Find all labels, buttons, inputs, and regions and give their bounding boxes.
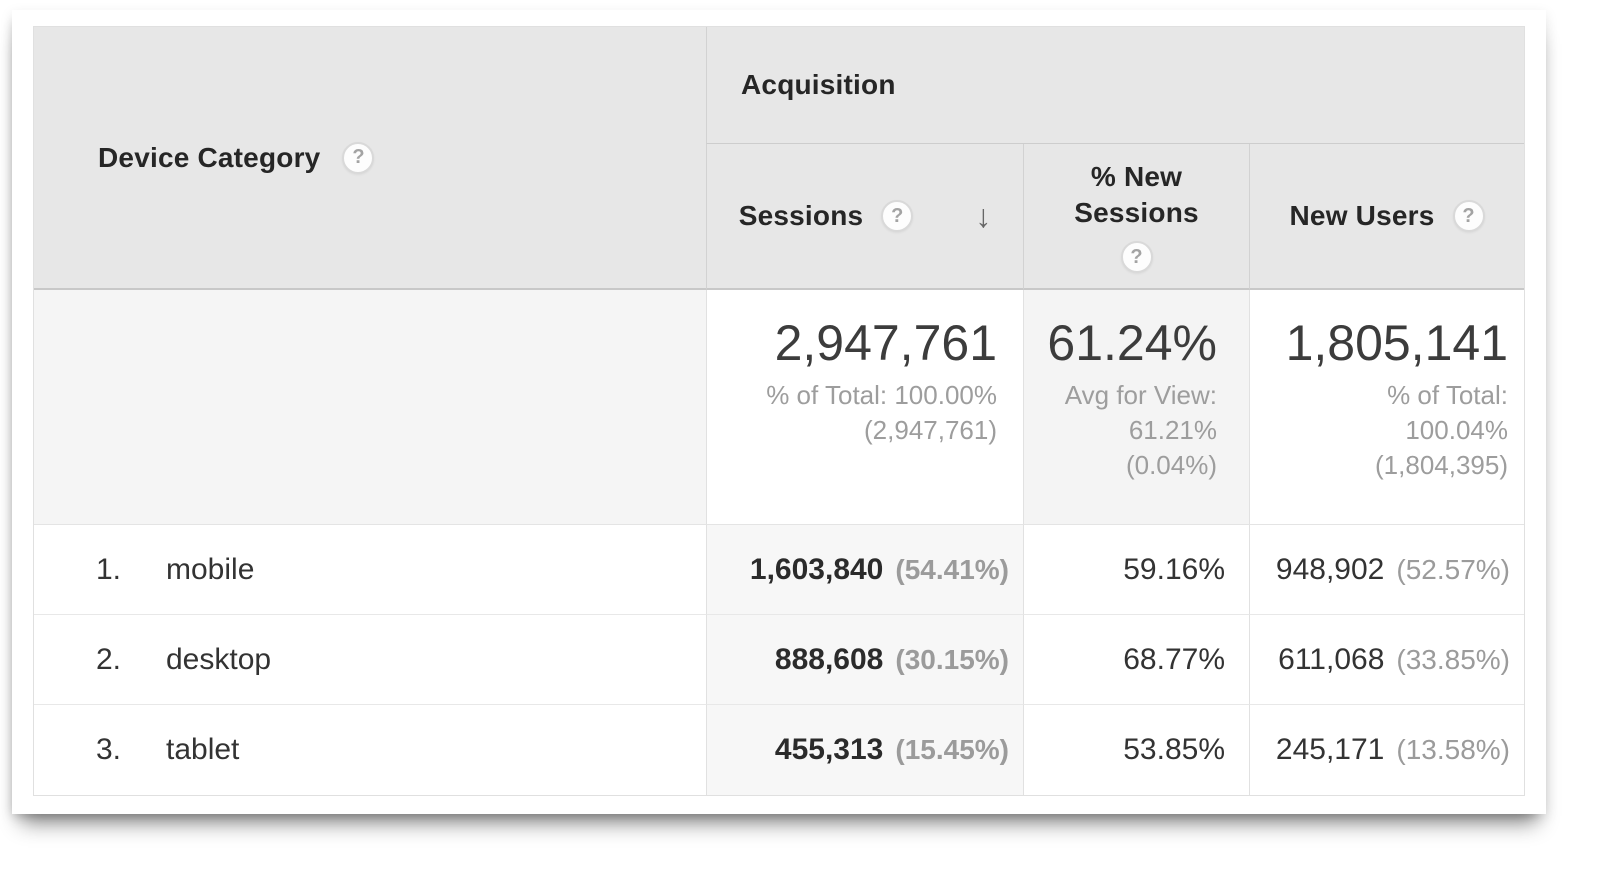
percent-new-sessions-value: 53.85% xyxy=(1123,733,1225,766)
new-users-total-subtext2: 100.04% xyxy=(1405,415,1508,445)
sessions-label: Sessions xyxy=(738,200,864,231)
percent-new-sessions-subtext2: 61.21% xyxy=(1128,415,1217,445)
group-header-acquisition: Acquisition xyxy=(706,27,1524,144)
sessions-total-subtext2: (2,947,761) xyxy=(864,415,997,445)
percent-new-sessions-avg-value: 61.24% xyxy=(1047,315,1217,371)
acquisition-data-table: Device Category ? Acquisition Sessions ?… xyxy=(33,26,1525,796)
new-users-cell: 948,902 (52.57%) xyxy=(1249,525,1524,615)
new-users-value: 948,902 xyxy=(1275,552,1385,586)
column-header-new-users[interactable]: New Users ? xyxy=(1249,144,1524,290)
new-users-label: New Users xyxy=(1289,200,1435,231)
percent-new-sessions-value: 68.77% xyxy=(1123,642,1225,676)
device-category-value: desktop xyxy=(166,642,272,676)
sessions-total-subtext: % of Total: 100.00% xyxy=(766,380,997,410)
sessions-value: 888,608 xyxy=(774,642,884,676)
new-users-percent: (33.85%) xyxy=(1396,643,1510,675)
device-category-value: mobile xyxy=(166,552,255,586)
summary-percent-new-sessions-cell: 61.24% Avg for View: 61.21% (0.04%) xyxy=(1023,290,1249,525)
sessions-percent: (54.41%) xyxy=(895,553,1009,585)
help-icon[interactable]: ? xyxy=(342,141,375,174)
sessions-cell: 1,603,840 (54.41%) xyxy=(706,525,1023,615)
column-header-device-category[interactable]: Device Category ? xyxy=(34,27,706,290)
sessions-total-value: 2,947,761 xyxy=(774,315,997,371)
new-users-total-value: 1,805,141 xyxy=(1285,315,1508,371)
percent-new-sessions-label-line2: Sessions xyxy=(1074,197,1199,228)
new-users-percent: (13.58%) xyxy=(1396,734,1510,765)
device-category-value: tablet xyxy=(166,733,240,766)
new-users-total-subtext3: (1,804,395) xyxy=(1375,450,1508,480)
sessions-percent: (30.15%) xyxy=(895,643,1009,675)
acquisition-label: Acquisition xyxy=(741,69,896,100)
sessions-cell: 455,313 (15.45%) xyxy=(706,705,1023,795)
summary-dimension-cell xyxy=(34,290,706,525)
sort-desc-icon: ↓ xyxy=(975,198,992,234)
percent-new-sessions-cell: 59.16% xyxy=(1023,525,1249,615)
new-users-cell: 245,171 (13.58%) xyxy=(1249,705,1524,795)
help-icon[interactable]: ? xyxy=(881,200,914,232)
table-row-dimension: 3. tablet xyxy=(34,705,706,795)
new-users-percent: (52.57%) xyxy=(1396,553,1510,585)
percent-new-sessions-cell: 53.85% xyxy=(1023,705,1249,795)
sessions-percent: (15.45%) xyxy=(895,734,1009,765)
analytics-table-card: Device Category ? Acquisition Sessions ?… xyxy=(12,10,1546,814)
column-header-percent-new-sessions[interactable]: % New Sessions ? xyxy=(1023,144,1249,290)
sessions-cell: 888,608 (30.15%) xyxy=(706,615,1023,705)
summary-sessions-cell: 2,947,761 % of Total: 100.00% (2,947,761… xyxy=(706,290,1023,525)
new-users-total-subtext: % of Total: xyxy=(1387,380,1508,410)
row-index: 3. xyxy=(96,733,122,766)
percent-new-sessions-subtext3: (0.04%) xyxy=(1125,450,1217,480)
help-icon[interactable]: ? xyxy=(1452,200,1485,232)
percent-new-sessions-value: 59.16% xyxy=(1123,552,1225,586)
new-users-value: 611,068 xyxy=(1278,642,1385,676)
new-users-cell: 611,068 (33.85%) xyxy=(1249,615,1524,705)
row-index: 2. xyxy=(96,642,122,676)
percent-new-sessions-cell: 68.77% xyxy=(1023,615,1249,705)
percent-new-sessions-label-line1: % New xyxy=(1090,161,1183,192)
table-row-dimension: 2. desktop xyxy=(34,615,706,705)
sessions-value: 1,603,840 xyxy=(749,552,884,586)
percent-new-sessions-subtext: Avg for View: xyxy=(1064,380,1217,410)
row-index: 1. xyxy=(96,552,122,586)
column-header-sessions[interactable]: Sessions ? ↓ xyxy=(706,144,1023,290)
help-icon[interactable]: ? xyxy=(1120,241,1153,273)
sessions-value: 455,313 xyxy=(774,733,884,766)
summary-new-users-cell: 1,805,141 % of Total: 100.04% (1,804,395… xyxy=(1249,290,1524,525)
new-users-value: 245,171 xyxy=(1275,733,1385,766)
table-row-dimension: 1. mobile xyxy=(34,525,706,615)
device-category-label: Device Category xyxy=(98,141,321,173)
